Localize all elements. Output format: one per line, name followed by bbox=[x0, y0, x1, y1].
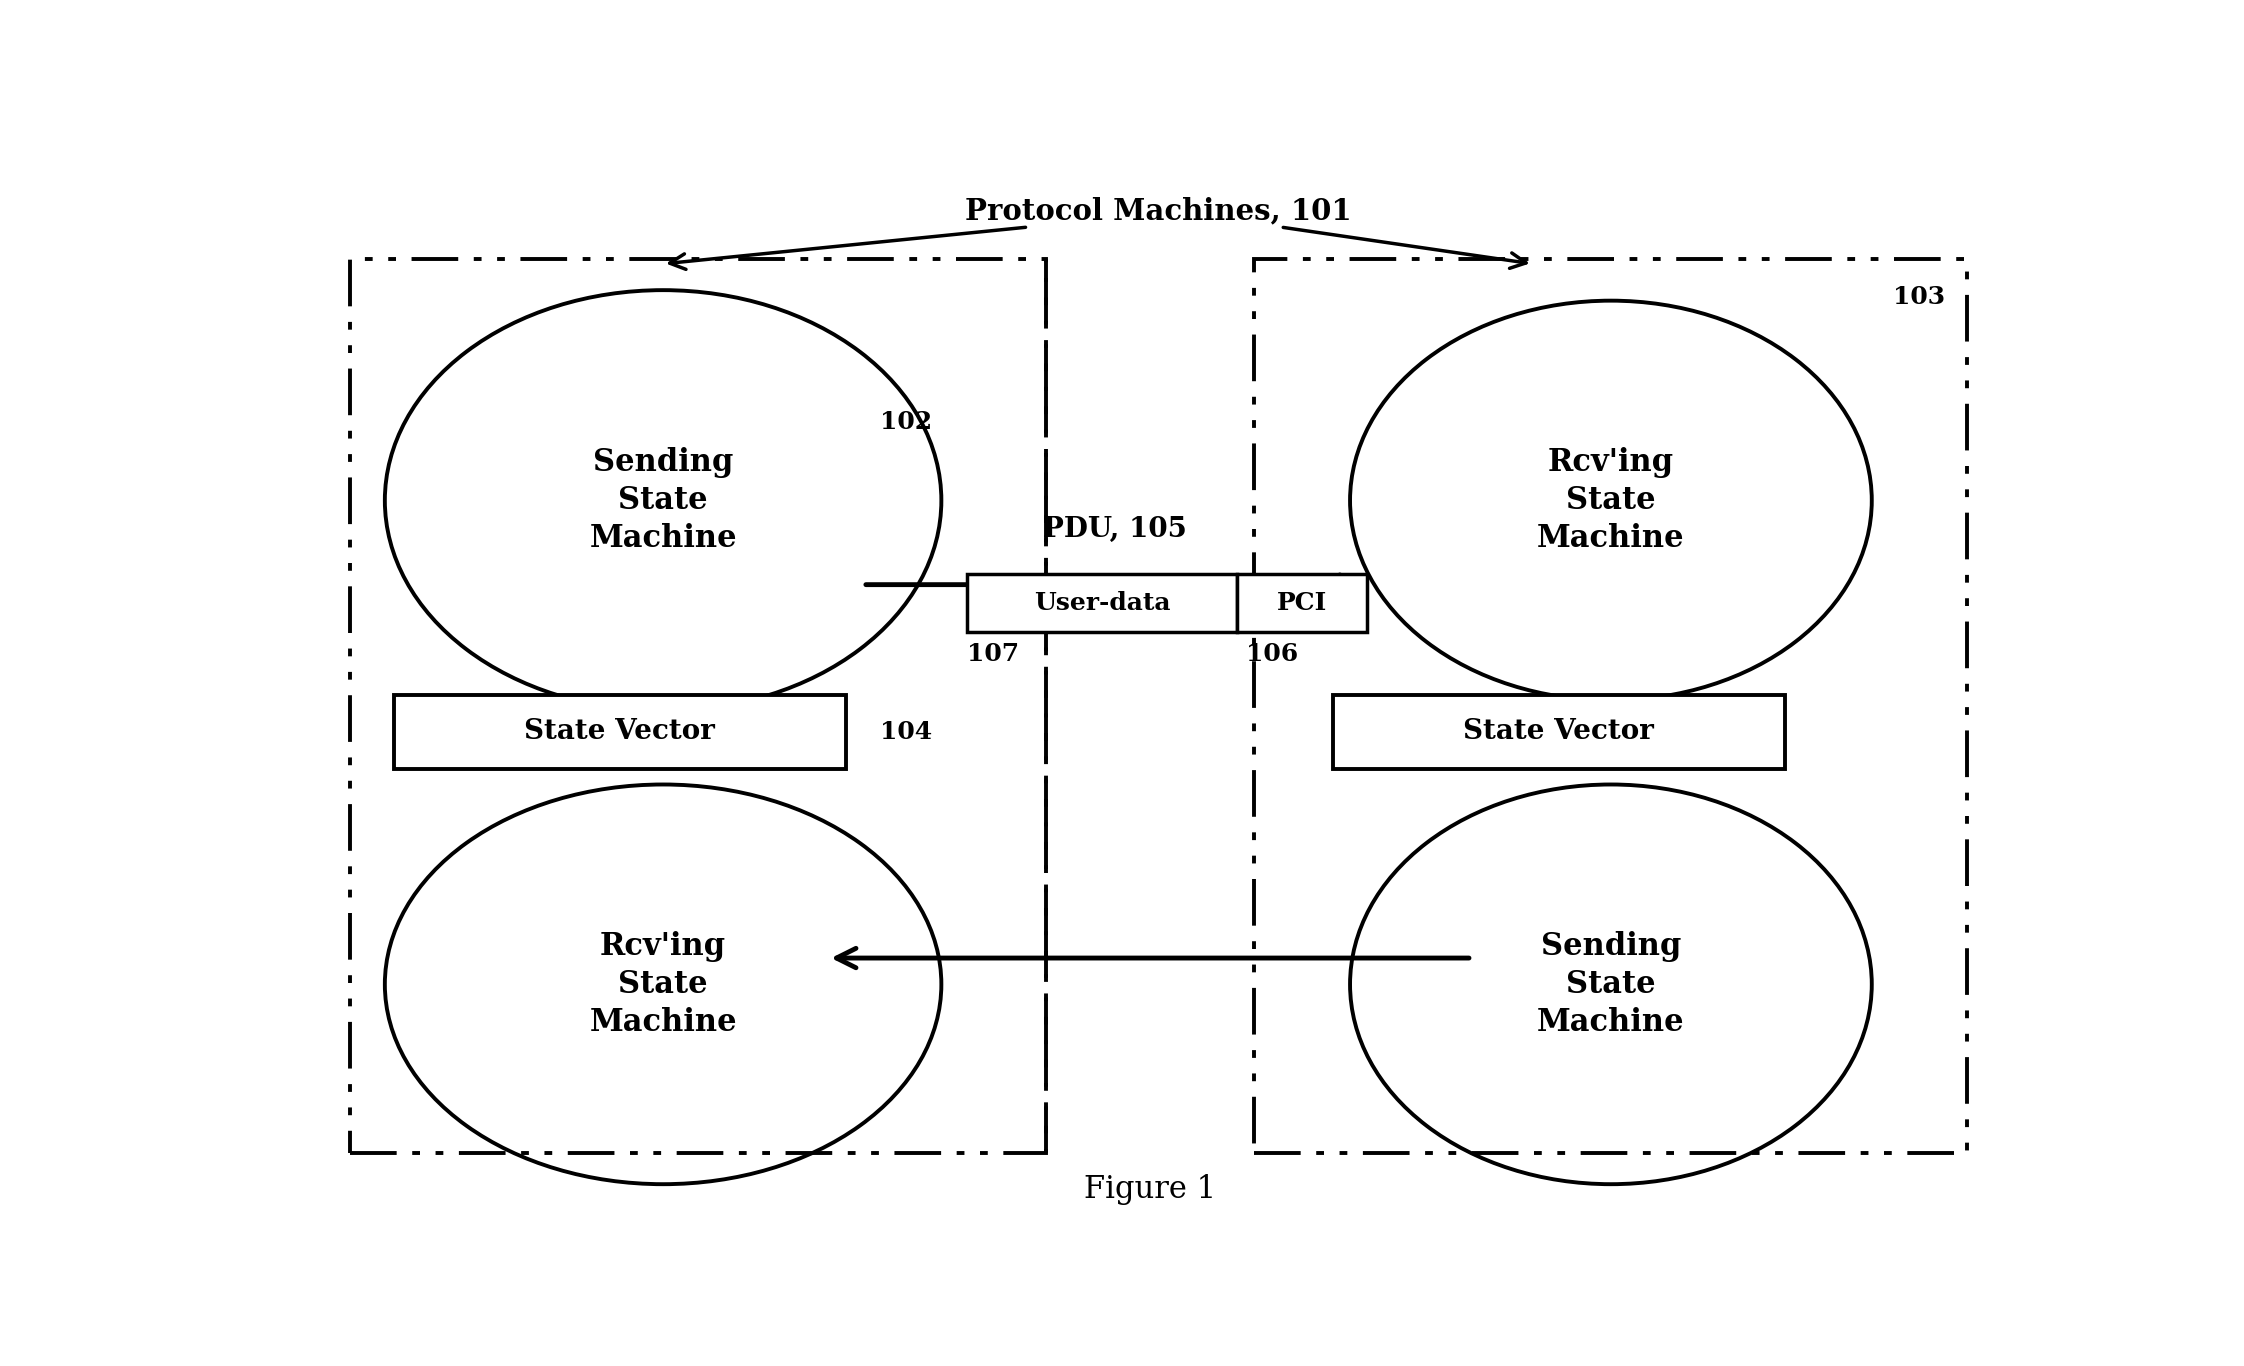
Text: 106: 106 bbox=[1245, 642, 1297, 667]
Text: PDU, 105: PDU, 105 bbox=[1043, 515, 1187, 542]
Text: Protocol Machines, 101: Protocol Machines, 101 bbox=[965, 197, 1353, 225]
Text: 102: 102 bbox=[880, 410, 934, 433]
Text: Rcv'ing
State
Machine: Rcv'ing State Machine bbox=[590, 930, 736, 1038]
Bar bbox=[967, 574, 1236, 632]
Text: Sending
State
Machine: Sending State Machine bbox=[590, 447, 736, 555]
Text: PCI: PCI bbox=[1277, 591, 1328, 615]
Text: User-data: User-data bbox=[1034, 591, 1171, 615]
Text: State Vector: State Vector bbox=[525, 719, 716, 746]
Bar bbox=[350, 258, 1046, 1153]
Bar bbox=[1333, 695, 1784, 769]
Text: Figure 1: Figure 1 bbox=[1084, 1173, 1216, 1205]
Text: 103: 103 bbox=[1892, 285, 1946, 309]
Text: Sending
State
Machine: Sending State Machine bbox=[1537, 930, 1685, 1038]
Bar bbox=[1254, 258, 1968, 1153]
Text: Rcv'ing
State
Machine: Rcv'ing State Machine bbox=[1537, 447, 1685, 555]
Bar bbox=[393, 695, 846, 769]
Bar bbox=[1236, 574, 1367, 632]
Text: State Vector: State Vector bbox=[1463, 719, 1654, 746]
Text: 104: 104 bbox=[880, 720, 934, 744]
Text: 107: 107 bbox=[967, 642, 1019, 667]
